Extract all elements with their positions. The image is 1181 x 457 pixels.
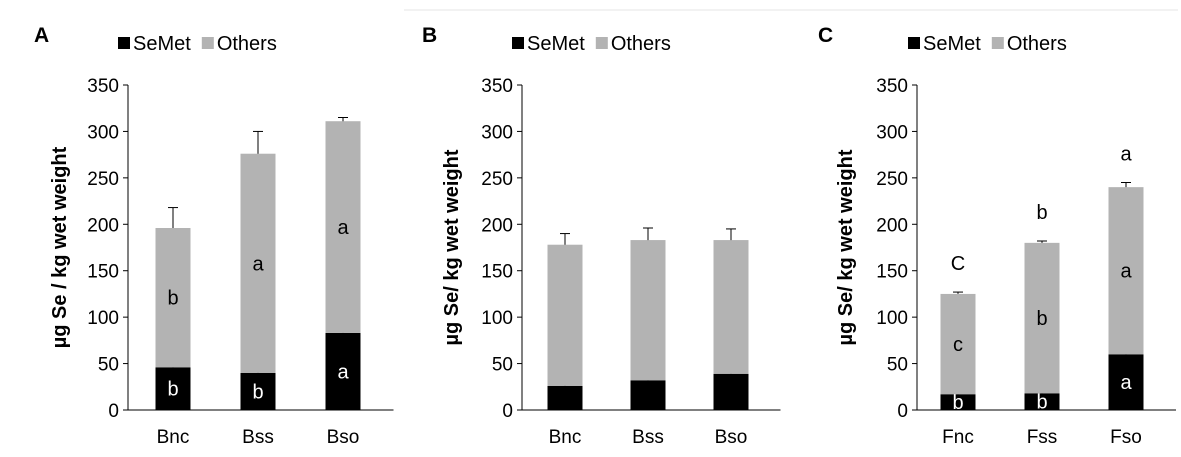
bar-semet-fss: [1024, 393, 1060, 410]
bar-others-bss: [630, 240, 666, 381]
legend-swatch-others: [595, 37, 608, 49]
y-tick-label: 300: [87, 122, 119, 143]
x-tick-label: Bnc: [549, 427, 582, 448]
significance-label: b: [167, 288, 178, 310]
x-tick-label: Bss: [632, 427, 664, 448]
y-tick-label: 50: [98, 355, 119, 376]
y-tick-label: 250: [481, 169, 513, 190]
y-tick-label: 0: [108, 401, 119, 422]
bar-semet-bss: [240, 372, 276, 410]
bar-others-fso: [1108, 187, 1144, 355]
significance-label: c: [953, 334, 963, 356]
panel-letter: A: [34, 24, 49, 47]
significance-label: b: [1036, 308, 1047, 330]
bar-semet-bso: [713, 373, 749, 410]
y-tick-label: 200: [87, 215, 119, 236]
significance-label: b: [167, 379, 178, 401]
legend-swatch-semet: [512, 37, 524, 49]
total-significance-label: a: [1120, 144, 1132, 166]
x-tick-label: Bso: [327, 427, 360, 448]
y-tick-label: 100: [876, 308, 908, 329]
y-tick-label: 100: [87, 308, 119, 329]
legend-label-semet: SeMet: [527, 33, 585, 55]
legend-label-semet: SeMet: [923, 33, 981, 55]
bar-others-bso: [713, 240, 749, 374]
bar-others-bso: [325, 121, 361, 333]
total-significance-label: C: [951, 253, 965, 275]
legend-label-semet: SeMet: [133, 33, 191, 55]
y-tick-label: 150: [876, 262, 908, 283]
significance-label: a: [1120, 372, 1132, 394]
y-tick-label: 50: [492, 355, 513, 376]
x-tick-label: Fnc: [942, 427, 974, 448]
significance-label: b: [952, 392, 963, 414]
bar-others-bnc: [155, 228, 191, 368]
y-tick-label: 200: [481, 215, 513, 236]
panel-letter: B: [422, 24, 437, 47]
significance-label: a: [337, 217, 349, 239]
y-tick-label: 350: [87, 76, 119, 97]
legend-swatch-semet: [118, 37, 130, 49]
legend-swatch-semet: [908, 37, 920, 49]
x-tick-label: Bso: [715, 427, 748, 448]
x-tick-label: Bss: [242, 427, 274, 448]
x-tick-label: Fss: [1027, 427, 1058, 448]
y-tick-label: 0: [502, 401, 513, 422]
significance-label: b: [252, 381, 263, 403]
y-tick-label: 250: [876, 169, 908, 190]
y-tick-label: 0: [897, 401, 908, 422]
legend-label-others: Others: [611, 33, 671, 55]
legend-swatch-others: [991, 37, 1004, 49]
bar-semet-bnc: [547, 385, 583, 410]
y-axis-title: µg Se/ kg wet weight: [441, 149, 463, 345]
chart-panel-c: C SeMet Others 0 50 100 150 200 250 300 350 µg Se/ …: [818, 24, 1176, 448]
chart-panel-a: A SeMet Others 0 50 100 150 200 250 300 350 µg Se /…: [34, 24, 394, 448]
y-tick-label: 350: [481, 76, 513, 97]
y-tick-label: 300: [876, 122, 908, 143]
bar-others-fnc: [940, 293, 976, 395]
bar-semet-fso: [1108, 354, 1144, 410]
bar-others-bnc: [547, 244, 583, 386]
y-tick-label: 350: [876, 76, 908, 97]
bar-semet-fnc: [940, 394, 976, 410]
y-tick-label: 100: [481, 308, 513, 329]
significance-label: b: [1036, 392, 1047, 414]
chart-panel-b: B SeMet Others 0 50 100 150 200 250 300 350 µg Se/ …: [422, 24, 781, 448]
bar-semet-bss: [630, 380, 666, 410]
y-tick-label: 250: [87, 169, 119, 190]
legend-label-others: Others: [1007, 33, 1067, 55]
significance-label: a: [252, 253, 264, 275]
x-tick-label: Bnc: [157, 427, 190, 448]
total-significance-label: b: [1036, 202, 1047, 224]
bar-semet-bso: [325, 332, 361, 410]
panel-letter: C: [818, 24, 833, 47]
y-tick-label: 200: [876, 215, 908, 236]
significance-label: a: [1120, 261, 1132, 283]
bar-others-fss: [1024, 242, 1060, 394]
significance-label: a: [337, 361, 349, 383]
bar-others-bss: [240, 153, 276, 373]
y-tick-label: 150: [87, 262, 119, 283]
y-tick-label: 50: [887, 355, 908, 376]
bar-semet-bnc: [155, 367, 191, 410]
legend-label-others: Others: [217, 33, 277, 55]
y-tick-label: 150: [481, 262, 513, 283]
legend-swatch-others: [201, 37, 214, 49]
y-axis-title: µg Se/ kg wet weight: [835, 149, 857, 345]
y-axis-title: µg Se / kg wet weight: [49, 146, 71, 348]
y-tick-label: 300: [481, 122, 513, 143]
x-tick-label: Fso: [1110, 427, 1142, 448]
